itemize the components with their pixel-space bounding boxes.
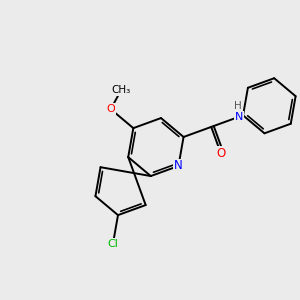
Text: H: H — [233, 101, 241, 111]
Text: Cl: Cl — [107, 239, 118, 249]
Text: N: N — [174, 160, 183, 172]
Text: CH₃: CH₃ — [112, 85, 131, 95]
Text: O: O — [216, 147, 225, 160]
Text: N: N — [235, 112, 243, 122]
Text: O: O — [106, 104, 115, 114]
